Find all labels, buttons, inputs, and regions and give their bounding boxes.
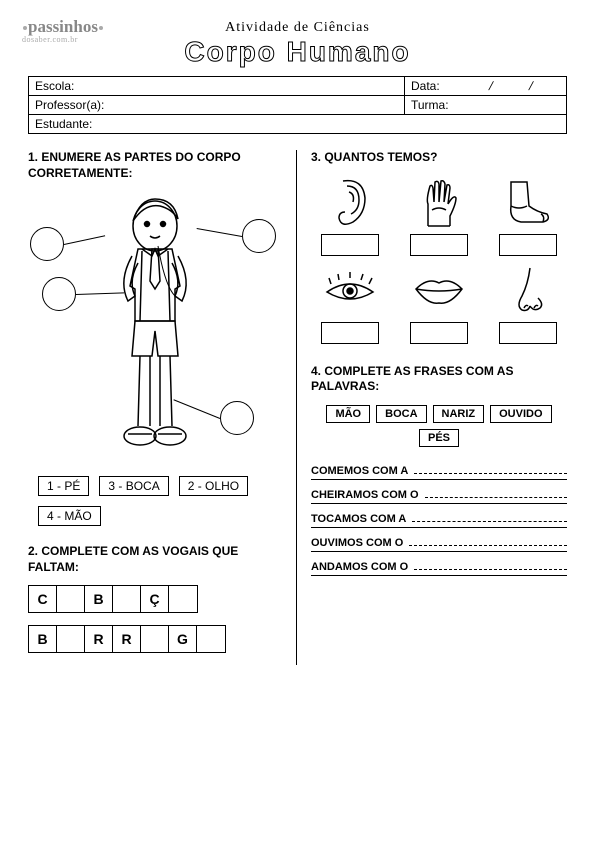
fill-sentence[interactable]: CHEIRAMOS COM O	[311, 489, 567, 504]
fill-sentence[interactable]: ANDAMOS COM O	[311, 561, 567, 576]
sentence-text: COMEMOS COM A	[311, 465, 408, 477]
word-box: NARIZ	[433, 405, 485, 423]
letter-cell[interactable]: B	[29, 626, 57, 652]
ear-icon	[329, 176, 371, 228]
field-data[interactable]: Data: //	[404, 77, 566, 95]
option-box: 3 - BOCA	[99, 476, 168, 496]
answer-box[interactable]	[499, 234, 557, 256]
answer-circle[interactable]	[30, 227, 64, 261]
field-escola[interactable]: Escola:	[29, 77, 404, 95]
left-column: 1. ENUMERE AS PARTES DO CORPO CORRETAMEN…	[28, 150, 296, 665]
option-box: 1 - PÉ	[38, 476, 89, 496]
hand-icon	[416, 176, 462, 228]
fill-sentence[interactable]: TOCAMOS COM A	[311, 513, 567, 528]
answer-box[interactable]	[499, 322, 557, 344]
page-subtitle: Atividade de Ciências	[28, 20, 567, 36]
nose-icon	[510, 264, 546, 316]
letter-cell[interactable]: G	[169, 626, 197, 652]
word-box: BOCA	[376, 405, 426, 423]
answer-box[interactable]	[410, 234, 468, 256]
brand-logo: passinhos dosaber.com.br	[22, 18, 104, 44]
field-professor[interactable]: Professor(a):	[29, 96, 404, 114]
right-column: 3. QUANTOS TEMOS?	[297, 150, 567, 665]
info-box: Escola: Data: // Professor(a): Turma: Es…	[28, 76, 567, 134]
letter-cell[interactable]	[113, 586, 141, 612]
answer-circle[interactable]	[42, 277, 76, 311]
sentence-text: CHEIRAMOS COM O	[311, 489, 419, 501]
sense-item-mouth	[400, 264, 479, 344]
letter-cell[interactable]: Ç	[141, 586, 169, 612]
mouth-icon	[412, 264, 466, 316]
word-box: OUVIDO	[490, 405, 551, 423]
sense-grid	[311, 176, 567, 344]
word-box: MÃO	[326, 405, 370, 423]
field-turma[interactable]: Turma:	[404, 96, 566, 114]
page-title: Corpo Humano	[28, 36, 567, 68]
letter-cell[interactable]: R	[85, 626, 113, 652]
q4-wordbank: MÃO BOCA NARIZ OUVIDO PÉS	[311, 405, 567, 447]
sense-item-eye	[311, 264, 390, 344]
letter-cell[interactable]: R	[113, 626, 141, 652]
q4-sentences: COMEMOS COM A CHEIRAMOS COM O TOCAMOS CO…	[311, 465, 567, 576]
field-estudante[interactable]: Estudante:	[29, 115, 566, 133]
q4-heading: 4. COMPLETE AS FRASES COM AS PALAVRAS:	[311, 364, 567, 395]
letter-cell[interactable]	[169, 586, 197, 612]
q2-heading: 2. COMPLETE COM AS VOGAIS QUE FALTAM:	[28, 544, 282, 575]
letter-row[interactable]: B R R G	[28, 625, 226, 653]
answer-box[interactable]	[321, 322, 379, 344]
eye-icon	[323, 264, 377, 316]
sense-item-foot	[488, 176, 567, 256]
sense-item-ear	[311, 176, 390, 256]
answer-circle[interactable]	[242, 219, 276, 253]
fill-sentence[interactable]: COMEMOS COM A	[311, 465, 567, 480]
sentence-text: ANDAMOS COM O	[311, 561, 408, 573]
letter-cell[interactable]: B	[85, 586, 113, 612]
sense-item-hand	[400, 176, 479, 256]
sentence-text: OUVIMOS COM O	[311, 537, 403, 549]
boy-icon	[80, 191, 230, 461]
option-box: 4 - MÃO	[38, 506, 101, 526]
q1-heading: 1. ENUMERE AS PARTES DO CORPO CORRETAMEN…	[28, 150, 282, 181]
letter-cell[interactable]	[141, 626, 169, 652]
answer-circle[interactable]	[220, 401, 254, 435]
letter-cell[interactable]: C	[29, 586, 57, 612]
answer-box[interactable]	[321, 234, 379, 256]
letter-cell[interactable]	[57, 586, 85, 612]
q3-heading: 3. QUANTOS TEMOS?	[311, 150, 567, 166]
letter-cell[interactable]	[57, 626, 85, 652]
sentence-text: TOCAMOS COM A	[311, 513, 406, 525]
boy-diagram	[28, 191, 282, 466]
answer-box[interactable]	[410, 322, 468, 344]
data-label: Data:	[411, 79, 440, 93]
logo-text: passinhos	[28, 17, 98, 36]
logo-subtext: dosaber.com.br	[22, 35, 104, 44]
letter-row[interactable]: C B Ç	[28, 585, 198, 613]
fill-sentence[interactable]: OUVIMOS COM O	[311, 537, 567, 552]
foot-icon	[503, 176, 553, 228]
word-box: PÉS	[419, 429, 459, 447]
title-block: Atividade de Ciências Corpo Humano	[28, 20, 567, 68]
option-box: 2 - OLHO	[179, 476, 248, 496]
letter-cell[interactable]	[197, 626, 225, 652]
sense-item-nose	[488, 264, 567, 344]
q1-wordbank: 1 - PÉ 3 - BOCA 2 - OLHO 4 - MÃO	[28, 476, 282, 526]
